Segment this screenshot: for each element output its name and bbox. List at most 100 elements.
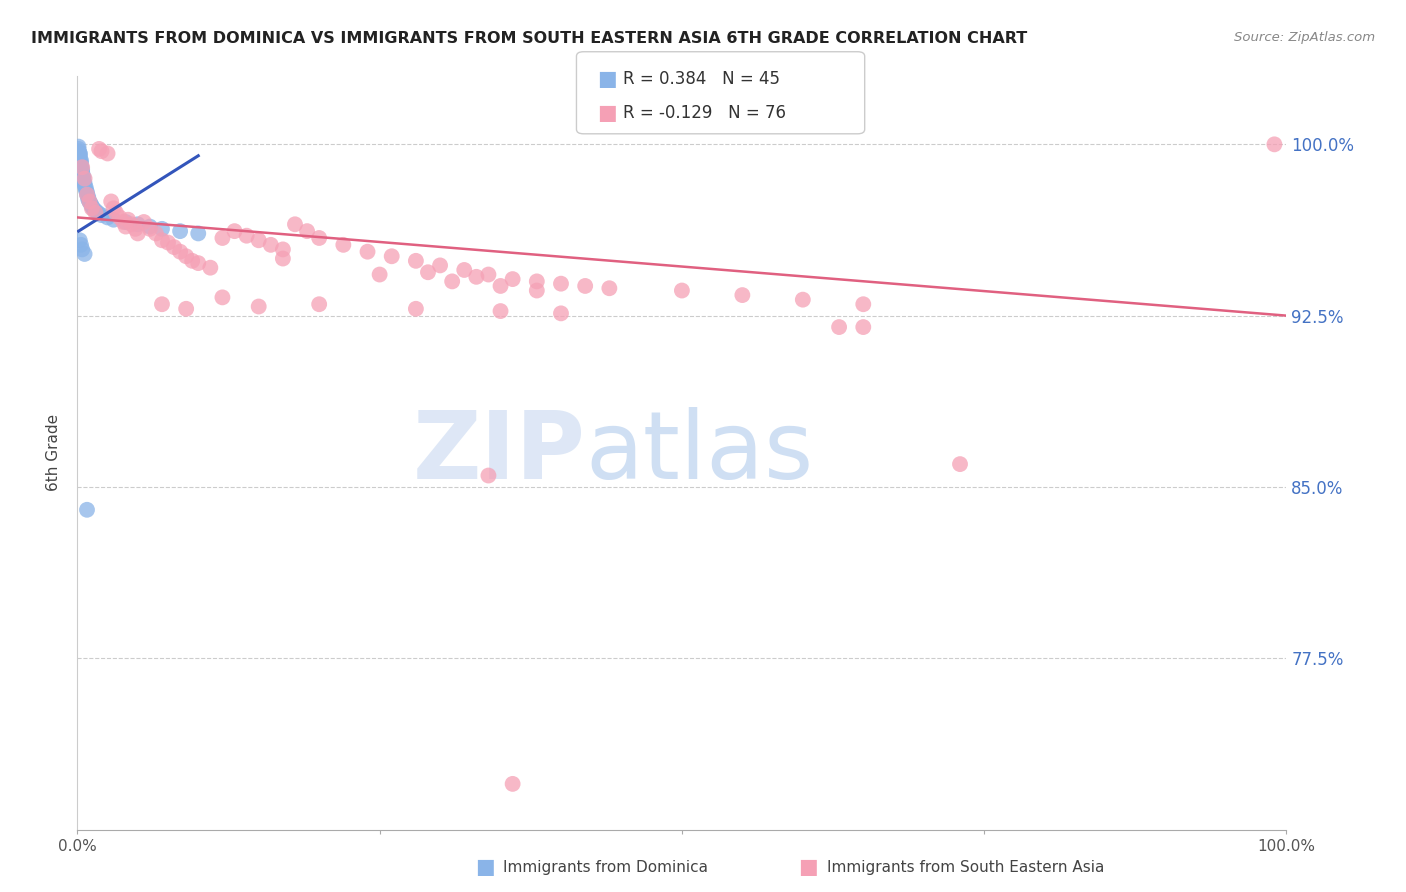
Point: [271, 243, 294, 257]
Point: [489, 304, 512, 318]
Point: [69, 151, 91, 165]
Point: [550, 277, 572, 291]
Text: R = 0.384   N = 45: R = 0.384 N = 45: [623, 70, 780, 88]
Point: [489, 279, 512, 293]
Point: [114, 215, 136, 229]
Point: [90, 208, 112, 222]
Point: [139, 222, 162, 236]
Point: [526, 284, 548, 298]
Point: [211, 290, 233, 304]
Text: ■: ■: [598, 70, 617, 89]
Point: [103, 212, 125, 227]
Point: [308, 231, 330, 245]
Point: [295, 224, 318, 238]
Text: ■: ■: [598, 103, 617, 123]
Point: [121, 217, 143, 231]
Point: [73, 176, 96, 190]
Point: [247, 300, 270, 314]
Text: atlas: atlas: [585, 407, 814, 499]
Point: [526, 274, 548, 288]
Point: [163, 240, 186, 254]
Point: [502, 272, 524, 286]
Point: [67, 139, 90, 153]
Point: [187, 256, 209, 270]
Point: [949, 457, 972, 471]
Point: [271, 252, 294, 266]
Point: [73, 247, 96, 261]
Point: [70, 153, 93, 168]
Point: [77, 190, 100, 204]
Point: [502, 777, 524, 791]
Point: [70, 165, 93, 179]
Point: [174, 301, 197, 316]
Text: ■: ■: [475, 857, 495, 877]
Point: [235, 228, 257, 243]
Point: [332, 237, 354, 252]
Point: [103, 202, 125, 216]
Point: [127, 217, 149, 231]
Point: [90, 144, 112, 159]
Point: [405, 301, 427, 316]
Point: [72, 171, 94, 186]
Point: [441, 274, 464, 288]
Point: [79, 194, 101, 209]
Point: [211, 231, 233, 245]
Point: [70, 243, 93, 257]
Point: [75, 180, 97, 194]
Text: ZIP: ZIP: [412, 407, 585, 499]
Point: [72, 174, 94, 188]
Point: [852, 320, 875, 334]
Point: [79, 196, 101, 211]
Point: [70, 155, 93, 169]
Point: [150, 222, 173, 236]
Point: [284, 217, 307, 231]
Point: [70, 167, 93, 181]
Point: [87, 142, 110, 156]
Point: [574, 279, 596, 293]
Point: [70, 237, 93, 252]
Point: [224, 224, 246, 238]
Point: [77, 192, 100, 206]
Point: [145, 227, 167, 241]
Point: [69, 149, 91, 163]
Point: [200, 260, 222, 275]
Point: [247, 233, 270, 247]
Point: [416, 265, 439, 279]
Point: [731, 288, 754, 302]
Point: [73, 171, 96, 186]
Point: [169, 224, 191, 238]
Point: [69, 233, 91, 247]
Point: [82, 202, 104, 216]
Point: [80, 199, 103, 213]
Point: [84, 203, 107, 218]
Point: [381, 249, 404, 263]
Point: [174, 249, 197, 263]
Point: [1263, 137, 1285, 152]
Point: [124, 222, 146, 236]
Point: [112, 215, 135, 229]
Point: [792, 293, 814, 307]
Point: [84, 206, 107, 220]
Point: [100, 194, 122, 209]
Point: [67, 142, 90, 156]
Point: [671, 284, 693, 298]
Point: [477, 268, 499, 282]
Point: [96, 146, 118, 161]
Point: [70, 162, 93, 177]
Point: [76, 187, 98, 202]
Point: [70, 158, 93, 172]
Point: [356, 244, 378, 259]
Y-axis label: 6th Grade: 6th Grade: [46, 414, 62, 491]
Point: [72, 169, 94, 184]
Point: [550, 306, 572, 320]
Point: [187, 227, 209, 241]
Point: [477, 468, 499, 483]
Point: [117, 212, 139, 227]
Point: [308, 297, 330, 311]
Point: [139, 219, 162, 234]
Point: [75, 183, 97, 197]
Point: [96, 211, 118, 225]
Point: [150, 233, 173, 247]
Point: [87, 206, 110, 220]
Text: Immigrants from South Eastern Asia: Immigrants from South Eastern Asia: [827, 860, 1104, 874]
